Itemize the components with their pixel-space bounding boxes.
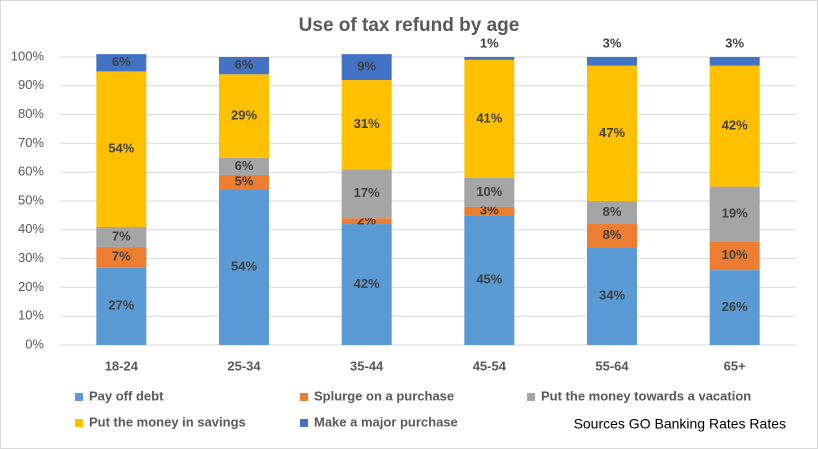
value-label: 6%	[235, 57, 254, 72]
bar-segment	[709, 57, 760, 66]
bar-segment	[96, 226, 147, 248]
y-tick-label: 30%	[18, 250, 44, 265]
bar-segment	[464, 206, 515, 216]
legend-label: Put the money towards a vacation	[541, 388, 751, 403]
value-label: 7%	[112, 228, 131, 243]
value-label: 7%	[112, 249, 131, 264]
bar-segment	[709, 65, 760, 187]
y-tick-label: 40%	[18, 221, 44, 236]
y-tick-label: 90%	[18, 77, 44, 92]
bar-segment	[587, 247, 637, 345]
legend-swatch	[75, 393, 83, 401]
bar-segment	[587, 224, 637, 248]
legend-swatch	[300, 419, 308, 427]
bar-segment	[587, 201, 637, 225]
x-tick-label: 65+	[724, 358, 746, 373]
legend-swatch	[527, 393, 535, 401]
bar-segment	[464, 59, 515, 178]
source-note: Sources GO Banking Rates Rates	[574, 416, 786, 432]
y-tick-label: 70%	[18, 135, 44, 150]
value-label: 45%	[476, 272, 502, 287]
bar-segment	[96, 54, 147, 72]
y-tick-label: 100%	[11, 48, 45, 63]
bar-segment	[341, 169, 392, 219]
value-label: 34%	[599, 287, 625, 302]
x-tick-label: 18-24	[105, 358, 139, 373]
x-tick-label: 35-44	[350, 358, 384, 373]
value-label: 27%	[108, 298, 134, 313]
value-label: 6%	[235, 158, 254, 173]
legend-label: Splurge on a purchase	[314, 388, 454, 403]
value-label: 19%	[722, 205, 748, 220]
value-label: 31%	[354, 116, 380, 131]
bar-segment	[341, 224, 392, 345]
y-tick-label: 60%	[18, 164, 44, 179]
bar-segment	[96, 267, 147, 345]
value-label: 1%	[480, 35, 499, 50]
bar-segment	[219, 57, 269, 75]
bar-segment	[341, 54, 392, 81]
legend-label: Put the money in savings	[89, 414, 246, 429]
value-label: 26%	[722, 299, 748, 314]
y-tick-label: 10%	[18, 308, 44, 323]
value-label: 42%	[354, 276, 380, 291]
x-tick-label: 55-64	[595, 358, 629, 373]
bar-segment	[709, 270, 760, 345]
value-label: 47%	[599, 125, 625, 140]
bar-segment	[341, 218, 392, 225]
bar-segment	[709, 186, 760, 242]
chart-title: Use of tax refund by age	[299, 15, 520, 36]
y-tick-label: 0%	[25, 336, 44, 351]
bar-segment	[219, 175, 269, 190]
value-label: 9%	[357, 59, 376, 74]
bar-segment	[219, 157, 269, 176]
value-label: 42%	[722, 118, 748, 133]
legend-swatch	[300, 393, 308, 401]
value-label: 5%	[235, 174, 254, 189]
bar-segment	[341, 80, 392, 170]
y-tick-label: 50%	[18, 192, 44, 207]
value-label: 3%	[603, 35, 622, 50]
value-label: 6%	[112, 54, 131, 69]
value-label: 54%	[231, 259, 257, 274]
value-label: 41%	[476, 110, 502, 125]
value-label: 10%	[476, 184, 502, 199]
bar-segment	[587, 57, 637, 66]
legend-swatch	[75, 419, 83, 427]
y-tick-label: 80%	[18, 106, 44, 121]
bar-segment	[464, 177, 515, 207]
x-tick-label: 45-54	[473, 358, 507, 373]
value-label: 8%	[603, 204, 622, 219]
y-tick-label: 20%	[18, 279, 44, 294]
bar-segment	[464, 57, 515, 60]
legend-label: Pay off debt	[89, 388, 164, 403]
bar-segment	[219, 74, 269, 158]
bar-segment	[96, 247, 147, 268]
value-label: 17%	[354, 185, 380, 200]
legend-label: Make a major purchase	[314, 414, 458, 429]
bar-segment	[219, 189, 269, 345]
bar-segment	[96, 71, 147, 227]
bar-segment	[464, 215, 515, 345]
value-label: 8%	[603, 227, 622, 242]
value-label: 3%	[725, 35, 744, 50]
bar-segment	[587, 65, 637, 201]
x-tick-label: 25-34	[227, 358, 261, 373]
value-label: 29%	[231, 107, 257, 122]
value-label: 10%	[722, 247, 748, 262]
value-label: 54%	[108, 141, 134, 156]
bar-segment	[709, 241, 760, 271]
